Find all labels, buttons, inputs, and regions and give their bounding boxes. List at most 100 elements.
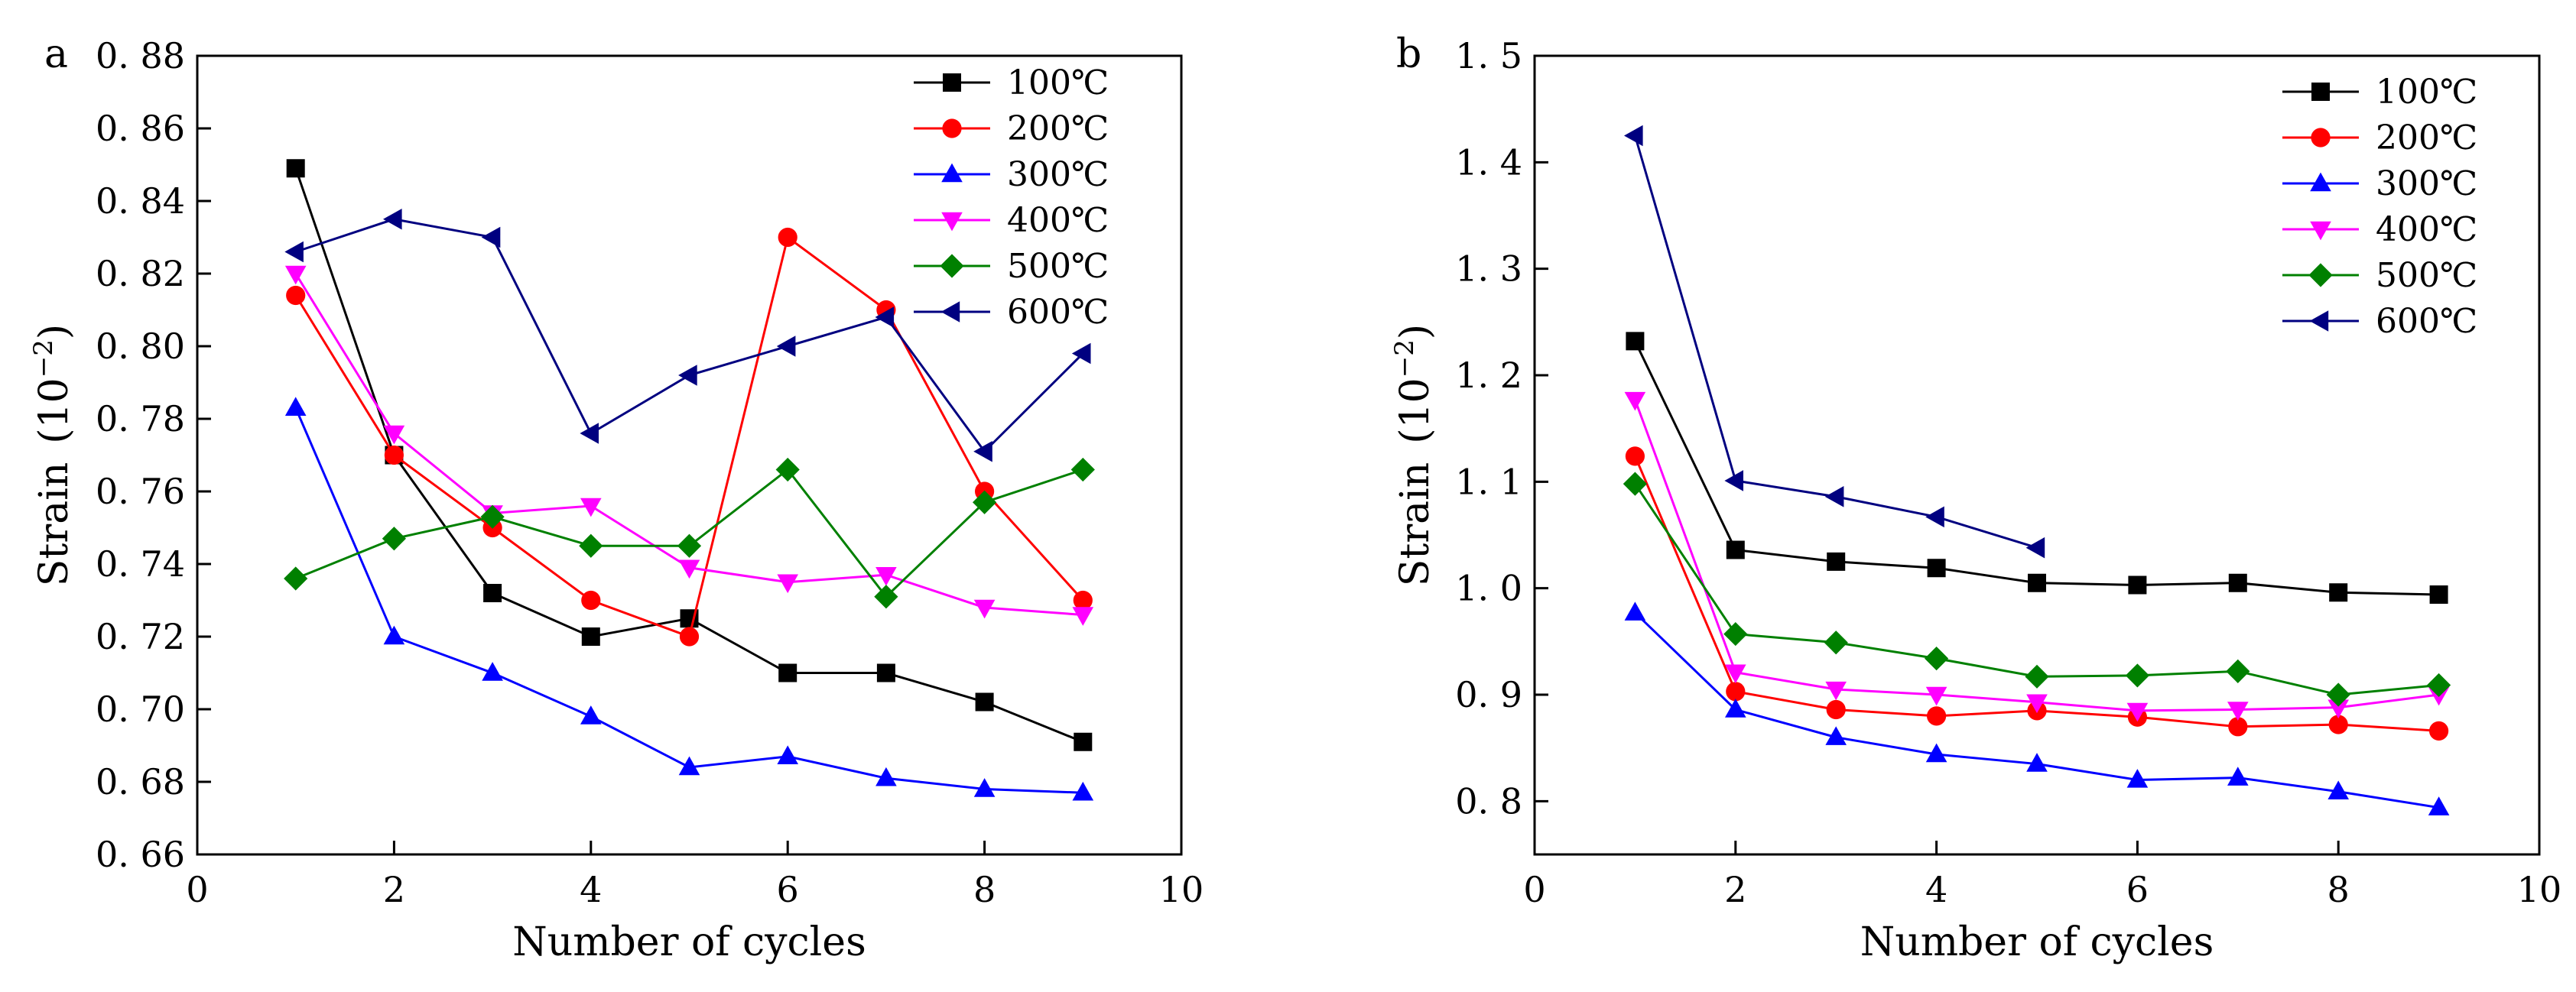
- series-2: [1624, 601, 2450, 815]
- data-point: [1925, 647, 1949, 671]
- data-point: [1724, 470, 1743, 491]
- y-axis-title-main: Strain: [1392, 462, 1438, 587]
- data-point: [2329, 583, 2348, 602]
- x-tick-label: 6: [777, 869, 799, 910]
- data-point: [678, 559, 700, 579]
- legend-label: 200℃: [2376, 118, 2477, 157]
- legend-label: 400℃: [2376, 210, 2477, 249]
- legend-marker: [2309, 310, 2329, 332]
- data-point: [2429, 585, 2448, 605]
- data-point: [874, 585, 898, 609]
- data-point: [678, 756, 700, 776]
- data-point: [2327, 699, 2349, 719]
- data-point: [382, 527, 406, 551]
- y-axis-title: Strain (10−2): [28, 324, 77, 586]
- legend-label: 100℃: [1007, 63, 1109, 102]
- y-tick-label: 0. 72: [96, 616, 185, 657]
- data-point: [1827, 552, 1846, 571]
- data-point: [1723, 621, 1748, 647]
- data-point: [1071, 342, 1091, 365]
- data-point: [1925, 686, 1947, 706]
- data-point: [973, 490, 997, 514]
- data-point: [777, 745, 798, 764]
- legend-marker: [941, 163, 963, 183]
- legend-label: 200℃: [1007, 109, 1109, 148]
- data-point: [1927, 559, 1946, 578]
- data-point: [481, 226, 501, 248]
- data-point: [2228, 573, 2247, 592]
- data-point: [580, 705, 602, 725]
- legend-marker: [940, 254, 964, 278]
- data-point: [284, 566, 308, 591]
- data-point: [1824, 486, 1844, 507]
- y-axis-title-close: ): [31, 324, 77, 339]
- data-point: [2429, 721, 2449, 741]
- data-point: [776, 336, 796, 357]
- data-point: [1927, 706, 1947, 726]
- series-line: [295, 218, 1084, 454]
- data-point: [973, 599, 996, 619]
- y-tick-label: 0. 80: [96, 326, 185, 367]
- panel-label: b: [1396, 31, 1421, 77]
- y-tick-label: 0. 86: [96, 108, 185, 149]
- plot-frame: [196, 54, 1183, 856]
- data-point: [2028, 573, 2046, 592]
- data-point: [1624, 125, 1643, 147]
- legend-marker: [2308, 263, 2333, 287]
- data-point: [1826, 699, 1846, 720]
- data-point: [482, 662, 503, 681]
- data-point: [1725, 699, 1746, 718]
- data-point: [1626, 332, 1645, 351]
- panel-label: a: [44, 31, 68, 77]
- data-point: [2326, 682, 2350, 707]
- series-line: [1633, 135, 2038, 549]
- legend-marker: [940, 301, 960, 323]
- legend: 100℃ 200℃ 300℃ 400℃ 500℃ 600℃: [914, 63, 1109, 332]
- data-point: [1072, 607, 1094, 626]
- y-tick-label: 1. 2: [1455, 355, 1522, 396]
- x-tick-label: 2: [1724, 869, 1746, 910]
- legend: 100℃ 200℃ 300℃ 400℃ 500℃ 600℃: [2282, 73, 2477, 341]
- y-tick-label: 1. 5: [1455, 35, 1522, 76]
- y-tick-label: 0. 66: [96, 834, 185, 875]
- y-tick-label: 0. 68: [96, 761, 185, 802]
- y-tick-label: 0. 78: [96, 398, 185, 439]
- data-point: [1825, 681, 1847, 701]
- data-point: [2025, 537, 2045, 559]
- legend-marker: [942, 118, 962, 138]
- series-3: [284, 265, 1094, 626]
- data-point: [2125, 663, 2149, 688]
- data-point: [483, 584, 502, 602]
- x-tick-label: 2: [383, 869, 405, 910]
- data-point: [1726, 540, 1745, 559]
- legend-marker: [941, 212, 963, 232]
- series-line: [1634, 340, 2439, 596]
- y-axis-title-close: ): [1392, 324, 1438, 339]
- y-axis-title: Strain (10−2): [1389, 324, 1438, 586]
- y-axis-title-exponent: −2: [1389, 339, 1420, 378]
- legend-label: 300℃: [2376, 164, 2477, 203]
- data-point: [1725, 664, 1746, 684]
- plot-frame: [1533, 54, 2541, 856]
- data-point: [286, 285, 306, 306]
- data-point: [875, 767, 897, 786]
- data-point: [975, 692, 994, 712]
- y-tick-label: 0. 74: [96, 543, 185, 585]
- data-point: [383, 425, 405, 445]
- y-tick-label: 1. 3: [1455, 248, 1522, 290]
- series-0: [1626, 332, 2448, 605]
- data-point: [286, 159, 305, 178]
- legend-marker: [2311, 128, 2331, 148]
- x-tick-label: 8: [973, 869, 996, 910]
- x-axis-title: Number of cycles: [1860, 919, 2214, 965]
- data-point: [778, 227, 797, 248]
- data-point: [2025, 664, 2049, 689]
- y-tick-label: 0. 76: [96, 471, 185, 512]
- y-tick-label: 1. 1: [1455, 461, 1522, 502]
- data-point: [677, 533, 702, 558]
- data-point: [2227, 767, 2249, 786]
- data-point: [284, 241, 304, 263]
- series-5: [284, 208, 1091, 462]
- x-tick-label: 10: [1159, 869, 1204, 910]
